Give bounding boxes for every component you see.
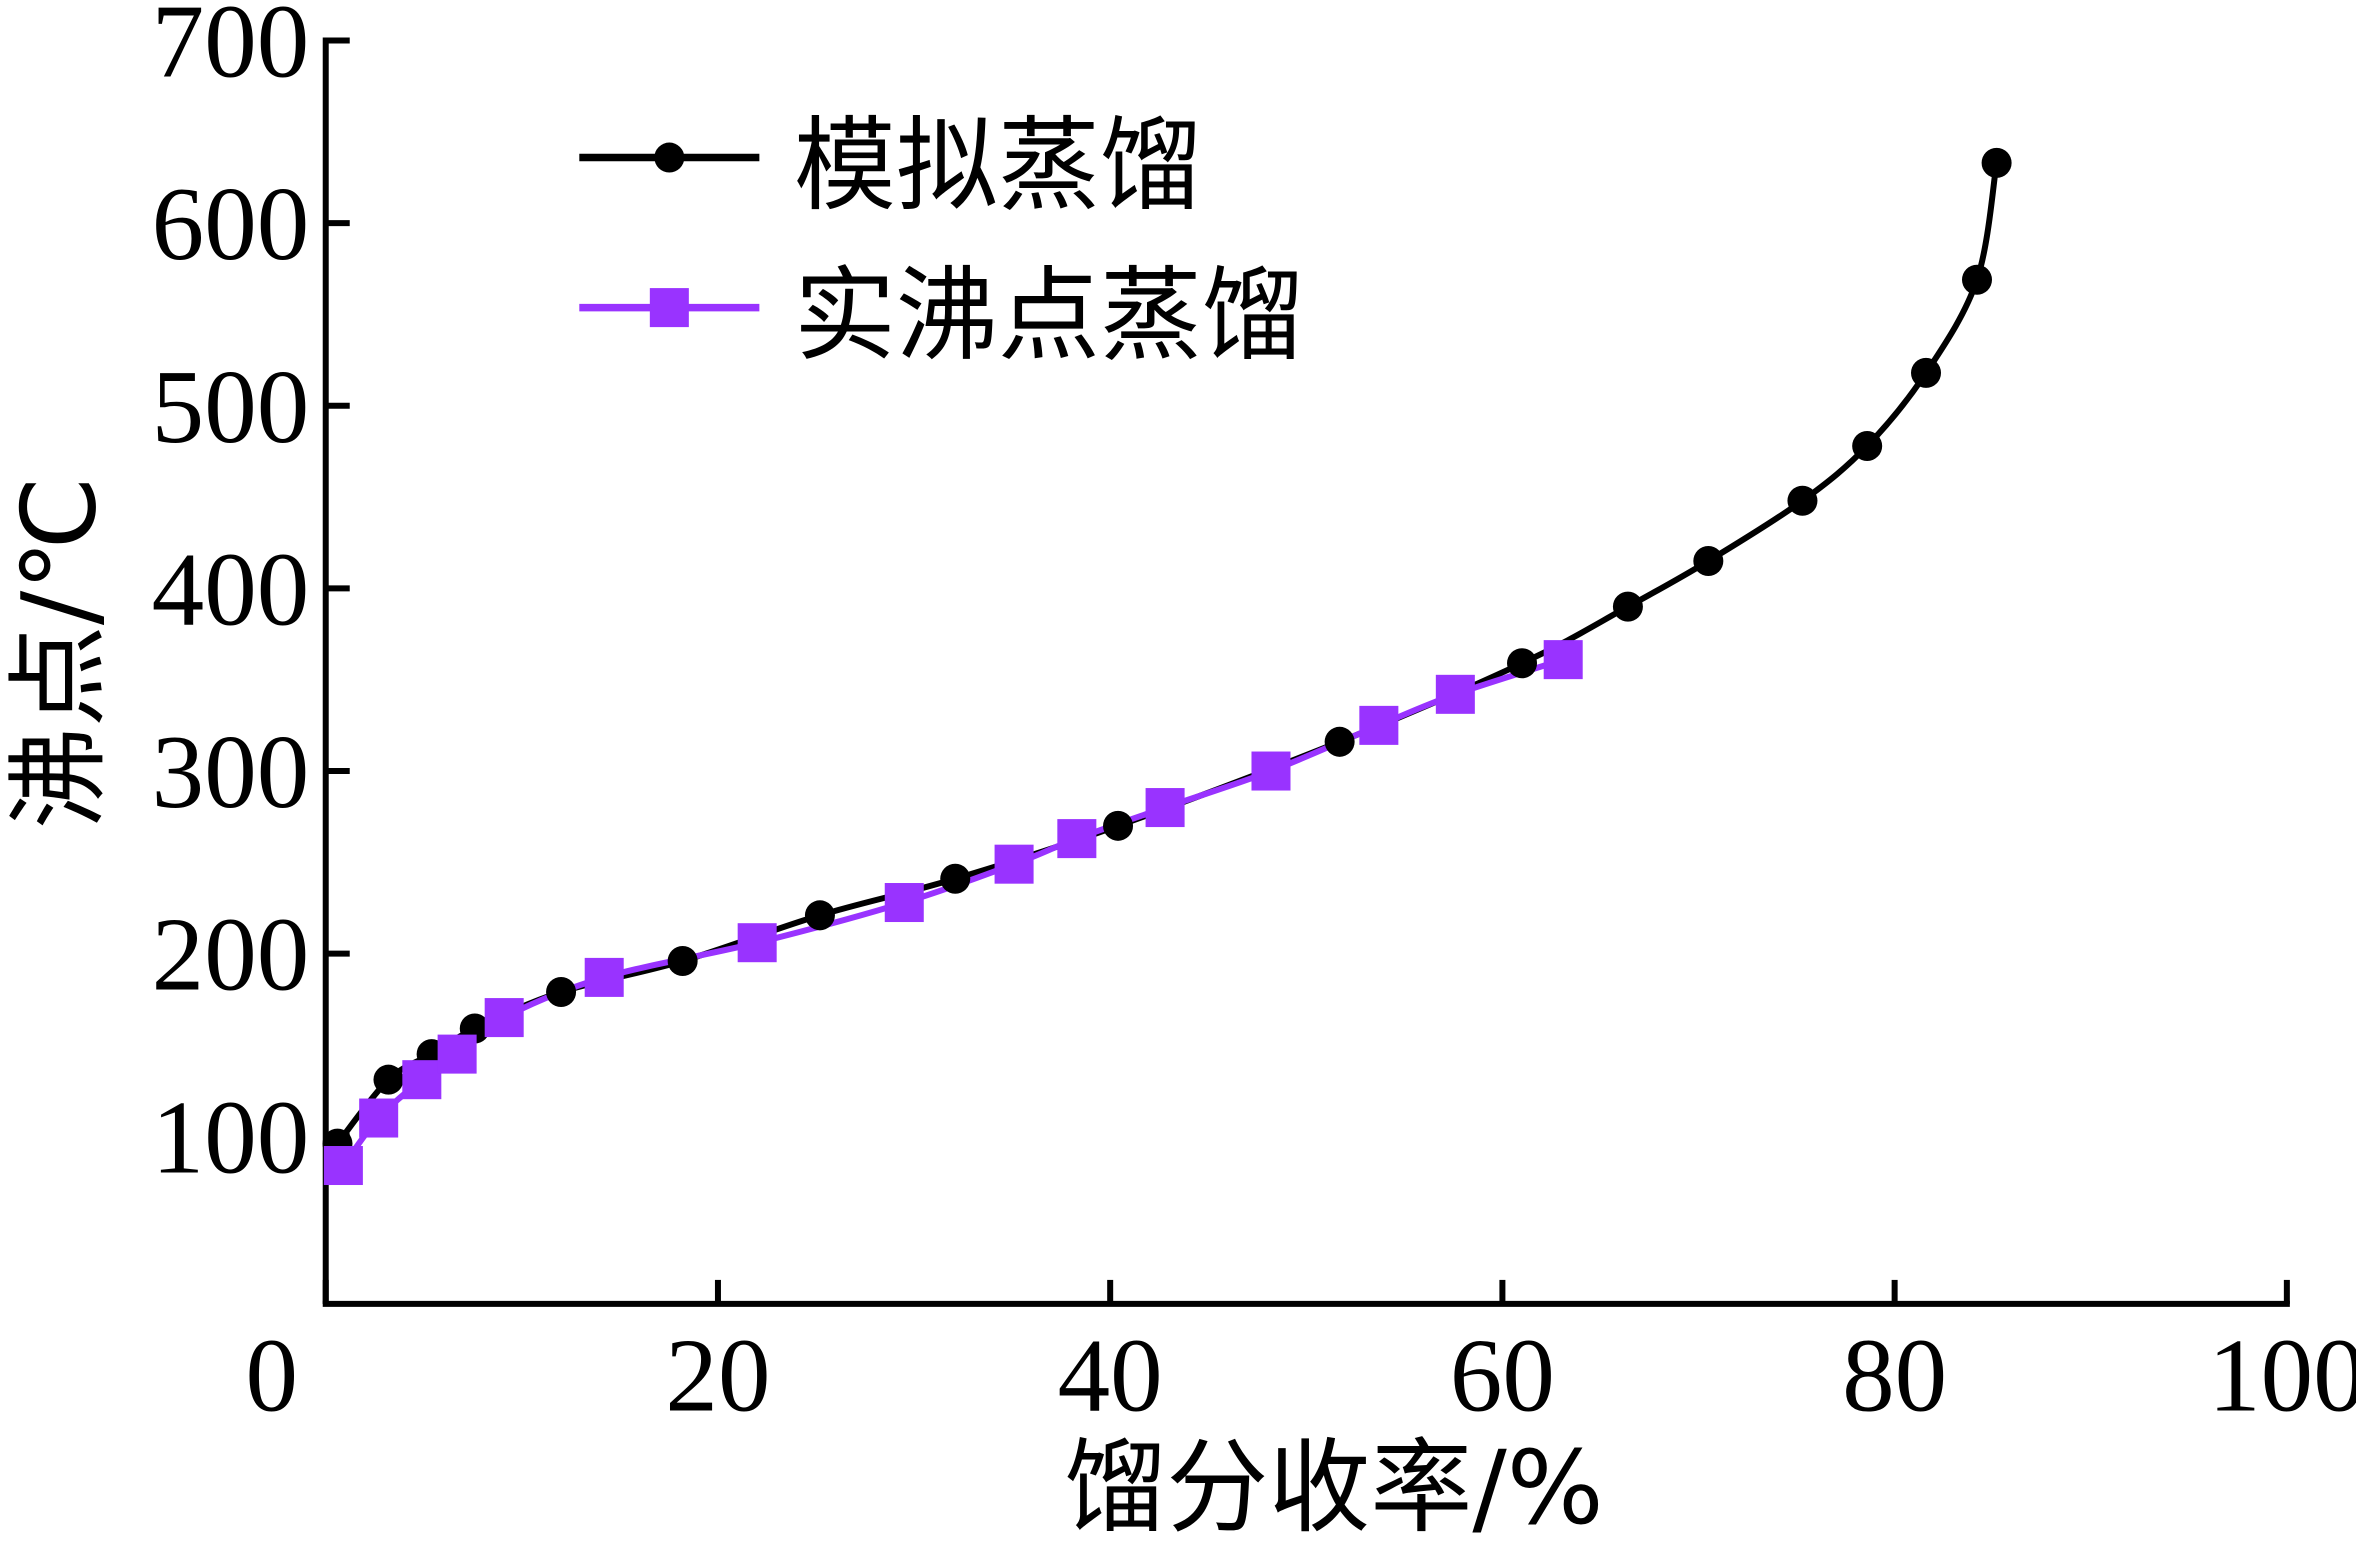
y-tick-label: 300 — [152, 713, 310, 830]
data-point-square — [484, 998, 524, 1038]
y-tick-label: 400 — [152, 530, 310, 647]
legend-label-tbp: 实沸点蒸馏 — [794, 257, 1304, 376]
data-point-square — [323, 1146, 363, 1186]
data-point-circle — [373, 1064, 404, 1095]
x-tick-label: 80 — [1842, 1316, 1947, 1433]
x-tick-label: 0 — [245, 1316, 298, 1433]
data-point-square — [1435, 674, 1475, 714]
y-tick-label: 200 — [152, 896, 310, 1013]
y-tick-label: 600 — [152, 165, 310, 282]
data-point-square — [359, 1098, 399, 1138]
data-point-circle — [1911, 357, 1942, 388]
data-point-circle — [1981, 147, 2012, 178]
x-tick-label: 100 — [2208, 1316, 2356, 1433]
y-tick-label: 500 — [152, 348, 310, 465]
y-axis-label: 沸点/℃ — [1, 476, 120, 829]
legend: 模拟蒸馏 实沸点蒸馏 — [579, 107, 1304, 376]
legend-label-sim: 模拟蒸馏 — [794, 107, 1202, 226]
data-point-square — [884, 883, 924, 923]
data-point-circle — [667, 945, 698, 976]
data-point-square — [994, 844, 1034, 884]
y-tick-label: 100 — [152, 1078, 310, 1195]
data-point-circle — [804, 900, 835, 931]
legend-marker-tbp — [649, 288, 689, 328]
legend-marker-sim — [654, 142, 685, 173]
data-point-circle — [1787, 485, 1818, 516]
data-point-circle — [1507, 648, 1538, 679]
axes — [322, 37, 2290, 1307]
data-point-square — [402, 1060, 442, 1100]
x-tick-label: 40 — [1058, 1316, 1163, 1433]
data-point-circle — [1612, 591, 1643, 622]
data-point-circle — [1693, 546, 1724, 577]
data-point-circle — [940, 863, 971, 894]
data-point-circle — [1324, 726, 1355, 757]
data-point-circle — [1961, 264, 1993, 295]
data-point-circle — [1852, 430, 1883, 461]
data-point-square — [1359, 705, 1399, 745]
data-point-circle — [1103, 810, 1134, 841]
data-point-square — [437, 1034, 477, 1074]
data-point-square — [584, 957, 624, 997]
x-tick-label: 20 — [665, 1316, 770, 1433]
x-axis-label: 馏分收率/% — [1064, 1429, 1603, 1548]
data-point-square — [1145, 788, 1185, 828]
x-tick-label: 60 — [1450, 1316, 1555, 1433]
data-point-square — [1251, 751, 1291, 791]
data-point-circle — [546, 977, 577, 1008]
data-point-square — [1543, 640, 1583, 680]
y-tick-label: 700 — [152, 0, 310, 100]
data-point-square — [1057, 819, 1097, 859]
data-point-square — [737, 923, 777, 963]
